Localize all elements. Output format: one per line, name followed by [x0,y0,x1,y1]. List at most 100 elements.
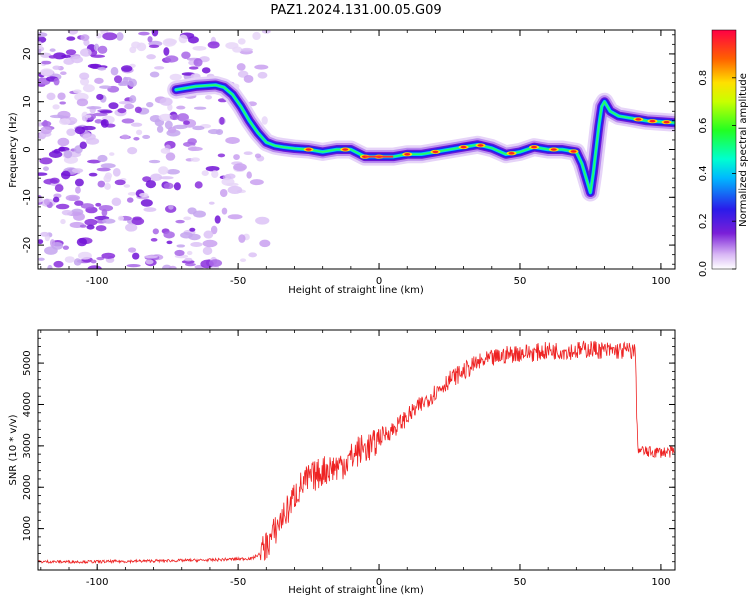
spectrogram-noise-blob [52,104,60,110]
spectrogram-y-axis: -20 -10 0 10 20 [22,34,675,265]
spectrogram-hotspot-core [531,145,538,149]
spectrogram-noise-blob [118,100,133,105]
spectrogram-noise-blob [38,32,48,38]
spectrogram-x-tick-label: 0 [376,276,382,287]
spectrogram-noise-blob [97,66,107,71]
colorbar-ticks: 0.0 0.2 0.4 0.6 0.8 [698,70,736,277]
spectrogram-noise-blob [149,115,162,123]
spectrogram-noise-blob [132,216,142,221]
spectrogram-noise-blob [101,252,116,259]
spectrogram-noise-blob [133,137,140,141]
snr-x-tick-label: 0 [376,577,382,588]
spectrogram-hotspot-core [570,150,577,153]
spectrogram-x-tick-label: -100 [86,276,109,287]
spectrogram-noise-blob [99,110,113,114]
spectrogram-hotspot-core [432,150,439,154]
spectrogram-noise-blob [254,153,262,159]
spectrogram-noise-blob [127,147,138,155]
spectrogram-noise-blob [238,234,246,243]
spectrogram-noise-blob [49,48,56,52]
spectrogram-noise-blob [125,223,138,232]
snr-x-axis: -100 -50 0 50 100 [40,330,670,588]
spectrogram-noise-blob [71,168,84,174]
spectrogram-noise-blob [138,31,150,36]
spectrogram-x-axis: -100 -50 0 50 100 [40,30,670,287]
spectrogram-noise-blob [124,103,135,110]
spectrogram-noise-blob [190,242,203,247]
spectrogram-noise-blob [219,188,228,198]
colorbar-gradient [712,30,736,269]
spectrogram-noise-blob [203,230,214,239]
colorbar-tick-label: 0.4 [698,165,709,181]
spectrogram-noise-blob [121,65,133,72]
spectrogram-x-tick-label: -50 [230,276,246,287]
spectrogram-noise-blob [132,252,140,260]
spectrogram-noise-blob [215,129,224,136]
spectrogram-noise-blob [90,54,106,58]
spectrogram-noise-blob [227,185,243,195]
spectrogram-noise-blob [123,184,131,188]
spectrogram-noise-blob [39,68,54,76]
spectrogram-noise-blob [257,71,268,79]
spectrogram-hotspot-core [550,148,557,151]
spectrogram-noise-blob [233,154,240,161]
spectrogram-noise-blob [172,124,188,130]
spectrogram-noise-blob [168,204,174,210]
spectrogram-noise-blob [259,239,271,248]
spectrogram-noise-blob [38,197,44,203]
colorbar-frame [711,29,737,270]
spectrogram-noise-blob [79,72,90,80]
spectrogram-noise-blob [108,102,119,110]
spectrogram-noise-blob [67,30,79,35]
spectrogram-noise-blob [49,239,56,247]
spectrogram-noise-blob [236,63,246,71]
spectrogram-noise-blob [142,134,151,140]
snr-series-line [38,340,675,565]
spectrogram-noise-blob [96,93,104,100]
spectrogram-x-tick-label: 100 [651,276,670,287]
spectrogram-noise-blob [98,204,114,212]
spectrogram-noise-blob [57,137,70,147]
spectrogram-noise-blob [176,244,186,248]
spectrogram-noise-blob [190,157,200,162]
spectrogram-noise-blob [103,174,112,183]
spectrogram-noise-blob [41,60,52,65]
spectrogram-noise-blob [158,166,169,175]
spectrogram-noise-blob [38,239,44,245]
spectrogram-noise-blob [210,225,218,235]
colorbar-tick-label: 0.6 [698,118,709,134]
spectrogram-noise-blob [164,55,179,63]
spectrogram-hotspot-core [342,148,349,151]
spectrogram-noise-blob [176,105,186,110]
spectrogram-noise-blob [121,118,135,124]
spectrogram-noise [38,30,271,269]
spectrogram-noise-blob [80,34,90,41]
spectrogram-noise-blob [207,41,220,49]
spectrogram-x-tick-label: 50 [514,276,527,287]
snr-y-tick-label: 1000 [22,516,33,541]
spectrogram-noise-blob [76,237,88,247]
spectrogram-noise-blob [217,153,226,158]
spectrogram-noise-blob [60,71,67,76]
spectrogram-noise-blob [79,224,87,228]
spectrogram-noise-blob [208,201,215,205]
spectrogram-noise-blob [81,125,96,131]
spectrogram-noise-blob [61,54,71,59]
spectrogram-noise-blob [111,197,122,207]
spectrogram-noise-blob [194,181,203,189]
spectrogram-noise-blob [114,179,126,186]
spectrogram-noise-blob [192,45,207,51]
spectrogram-noise-blob [211,170,219,179]
spectrogram-noise-blob [79,141,87,149]
spectrogram-noise-blob [127,247,137,253]
snr-y-label: SNR (10 * v/v) [8,414,19,485]
spectrogram-noise-blob [52,196,60,203]
spectrogram-hotspot-core [460,145,467,149]
spectrogram-noise-blob [160,147,171,154]
snr-y-tick-label: 3000 [22,433,33,458]
spectrogram-noise-blob [254,64,269,70]
spectrogram-noise-blob [128,78,138,87]
spectrogram-noise-blob [82,133,96,141]
spectrogram-noise-blob [38,172,48,176]
spectrogram-y-tick-label: 20 [22,48,33,61]
